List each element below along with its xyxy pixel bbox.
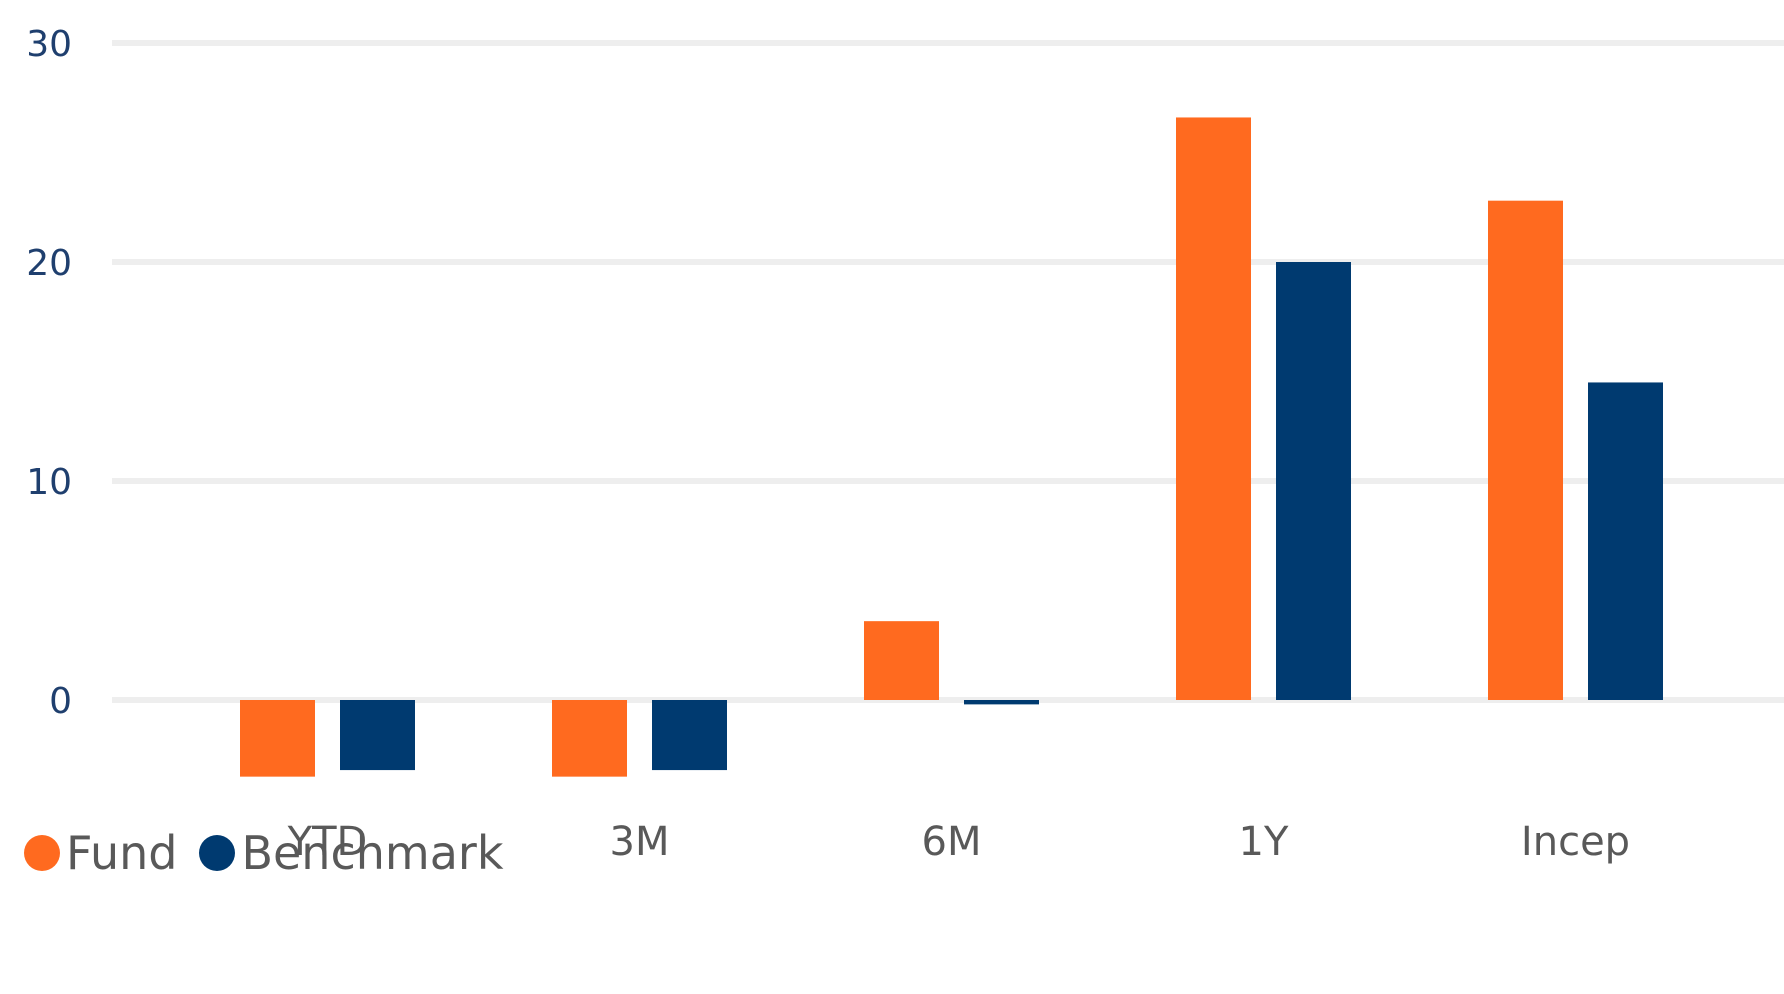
bar-fund-incep <box>1488 200 1563 700</box>
x-tick-label: Incep <box>1521 819 1630 865</box>
x-axis-ticks: YTD 3M 6M 1Y Incep <box>287 819 1630 865</box>
bar-benchmark-1y <box>1276 262 1351 700</box>
x-tick-label: 1Y <box>1239 819 1289 865</box>
legend-item-fund: Fund <box>24 826 177 880</box>
x-tick-label: 3M <box>610 819 670 865</box>
bar-fund-1y <box>1176 117 1251 700</box>
y-tick-label: 30 <box>26 24 72 65</box>
bar-fund-ytd <box>240 700 315 777</box>
y-tick-label: 0 <box>49 681 72 722</box>
y-axis-ticks: 0 10 20 30 <box>26 24 72 722</box>
legend-swatch-fund <box>24 835 60 871</box>
legend-item-benchmark: Benchmark <box>199 826 503 880</box>
bar-benchmark-3m <box>652 700 727 771</box>
x-tick-label: YTD <box>287 819 368 865</box>
y-tick-label: 20 <box>26 243 72 284</box>
bar-benchmark-incep <box>1588 382 1663 700</box>
bar-benchmark-ytd <box>340 700 415 771</box>
bar-fund-6m <box>864 621 939 700</box>
bars <box>240 117 1663 777</box>
legend-label-benchmark: Benchmark <box>241 826 504 880</box>
x-tick-label: 6M <box>922 819 982 865</box>
legend-swatch-benchmark <box>199 835 236 871</box>
y-tick-label: 10 <box>26 462 72 503</box>
legend: Fund Benchmark <box>24 826 525 880</box>
bar-fund-3m <box>552 700 627 777</box>
legend-label-fund: Fund <box>66 826 178 880</box>
bar-benchmark-6m <box>964 700 1039 705</box>
